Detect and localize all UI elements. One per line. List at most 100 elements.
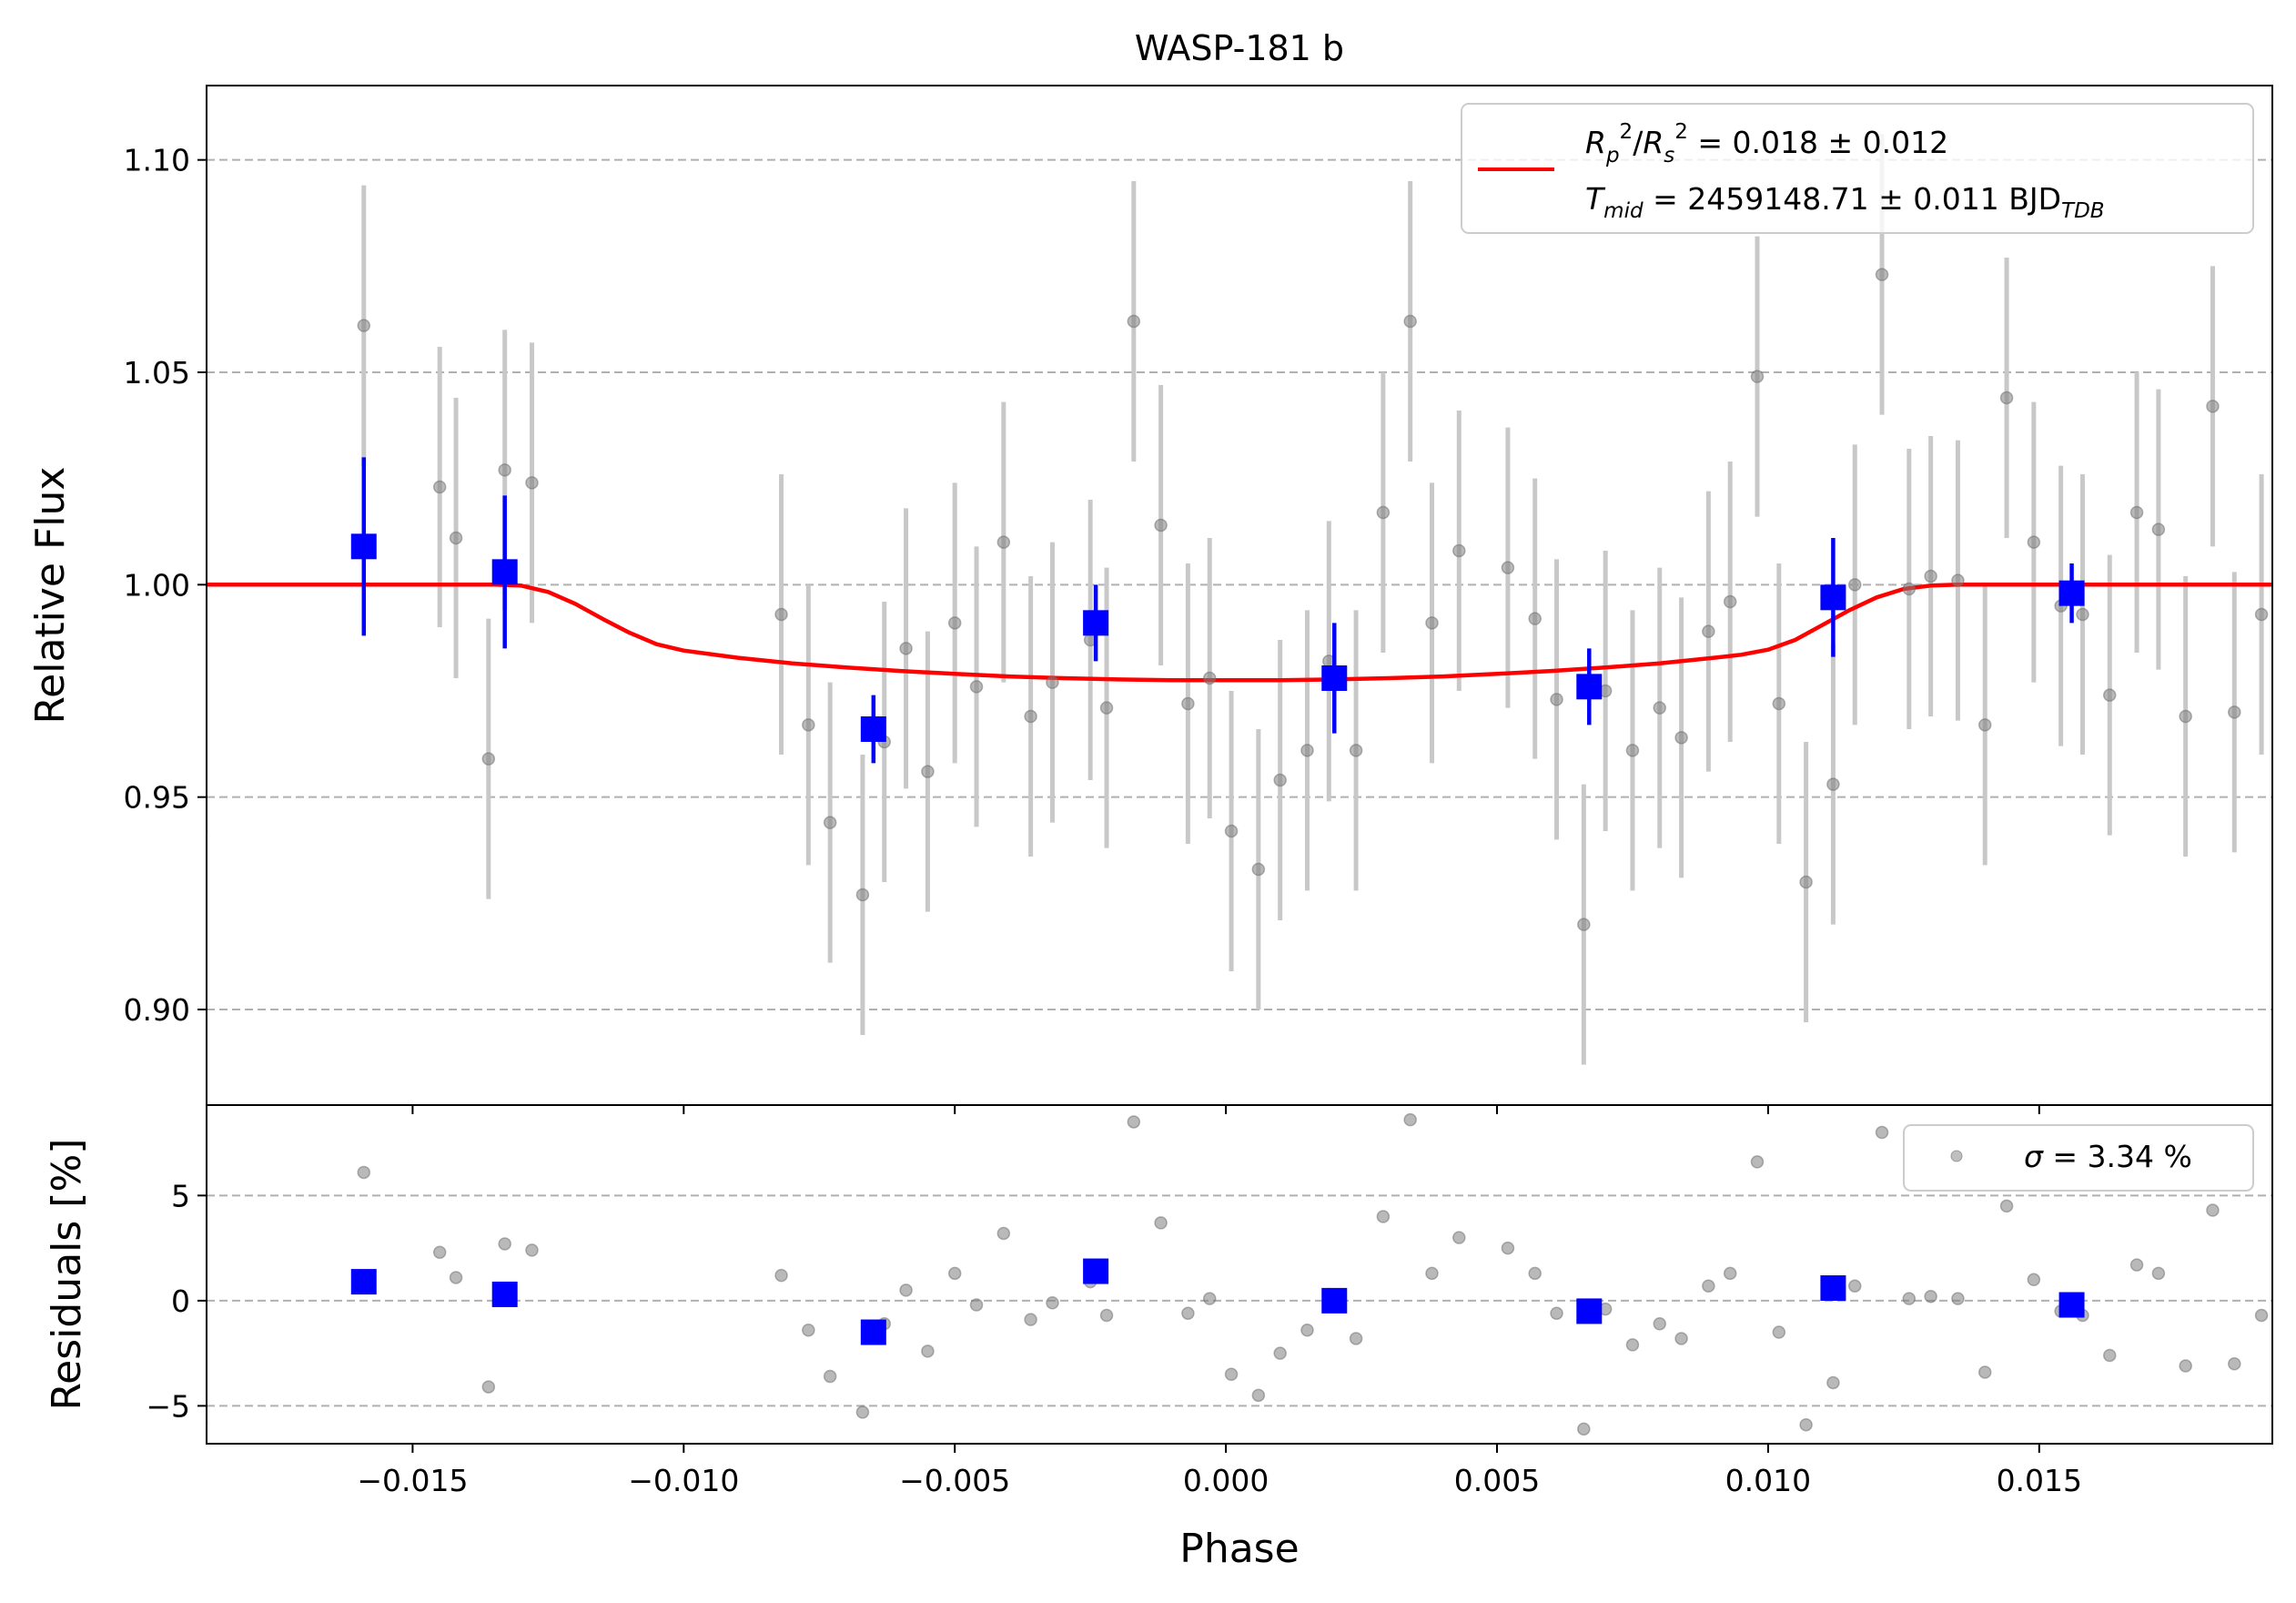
flux-y-axis-label: Relative Flux — [27, 467, 74, 725]
x-tick-label: 0.015 — [1997, 1463, 2082, 1498]
binned-flux-point — [860, 716, 886, 742]
residual-point — [1723, 1266, 1737, 1281]
flux-point — [1224, 824, 1239, 838]
flux-point — [1577, 918, 1591, 931]
binned-flux-point — [1820, 584, 1846, 611]
residual-point — [1847, 1279, 1862, 1293]
residual-points — [207, 1112, 2269, 1436]
binned-residual-point — [350, 1269, 377, 1295]
residual-point — [899, 1283, 913, 1297]
residual-point — [823, 1369, 837, 1384]
flux-point — [802, 718, 815, 732]
transit-model-curve — [207, 583, 2272, 683]
residual-point — [1251, 1388, 1266, 1403]
binned-residual-point — [1820, 1275, 1846, 1302]
flux-points — [207, 268, 2269, 931]
flux-point — [1181, 696, 1195, 711]
residual-point — [1826, 1375, 1840, 1390]
residual-point — [1024, 1313, 1037, 1326]
residual-point — [357, 1165, 371, 1180]
residual-point — [1425, 1266, 1439, 1281]
residual-point — [1577, 1422, 1591, 1436]
legend-sigma-value: = 3.34 % — [2052, 1139, 2191, 1174]
flux-point — [2228, 705, 2241, 719]
x-tick-label: 0.000 — [1183, 1463, 1269, 1498]
residual-point — [432, 1245, 447, 1259]
residuals-panel: −5 0 5 −0.015 −0.010 −0.005 0.000 0.005 0.010 0.… — [44, 1104, 2273, 1572]
flux-point — [1977, 718, 1992, 732]
binned-residual-point — [491, 1281, 518, 1307]
residual-point — [525, 1243, 539, 1257]
flux-point — [357, 319, 371, 332]
x-tick-label: −0.010 — [628, 1463, 739, 1498]
flux-point — [2151, 522, 2166, 536]
residual-point — [921, 1344, 935, 1358]
residual-point — [1750, 1155, 1765, 1169]
flux-point — [1154, 518, 1168, 533]
residual-point — [2103, 1348, 2117, 1363]
residual-point — [2129, 1258, 2144, 1272]
flux-point — [1501, 561, 1515, 574]
binned-residual-point — [1321, 1287, 1348, 1314]
binned-flux-point — [491, 559, 518, 585]
residual-point — [1202, 1292, 1217, 1305]
flux-point — [1403, 314, 1417, 329]
residual-axes-frame — [206, 1104, 2273, 1445]
residual-point — [481, 1380, 496, 1394]
flux-point — [1723, 594, 1737, 609]
flux-point — [1024, 709, 1037, 724]
flux-point — [1999, 391, 2014, 405]
flux-point — [1653, 701, 1666, 715]
flux-point — [2129, 505, 2144, 520]
residual-point — [1224, 1367, 1239, 1382]
flux-point — [481, 752, 496, 766]
residual-point — [1653, 1317, 1666, 1331]
flux-point — [1799, 875, 1813, 889]
residual-point — [947, 1266, 962, 1281]
residual-point — [1099, 1308, 1114, 1323]
residual-point — [2151, 1266, 2166, 1281]
flux-point — [1902, 582, 1917, 596]
flux-point — [1702, 624, 1715, 638]
legend-tmid-subscript: TDB — [2061, 199, 2105, 223]
residual-point — [2206, 1203, 2220, 1217]
flux-point — [1772, 696, 1786, 711]
flux-point — [1847, 578, 1862, 592]
x-tick-label: 0.005 — [1454, 1463, 1540, 1498]
flux-point — [855, 888, 870, 902]
flux-gridlines — [207, 158, 2272, 1010]
residual-point — [1625, 1338, 1640, 1352]
flux-point — [449, 531, 463, 545]
flux-y-tick-label: 1.10 — [124, 143, 190, 178]
x-tick-label: −0.015 — [357, 1463, 468, 1498]
binned-residual-point — [1083, 1258, 1109, 1284]
flux-point — [1273, 773, 1287, 787]
residual-point — [1799, 1417, 1813, 1432]
flux-point — [1924, 569, 1937, 583]
residual-point — [1154, 1216, 1168, 1230]
residual-point — [1924, 1290, 1937, 1304]
flux-point — [1300, 744, 1314, 757]
flux-point — [1251, 862, 1266, 877]
flux-y-tick-label: 1.00 — [124, 567, 190, 603]
flux-point — [1046, 675, 1059, 689]
residual-point — [1349, 1332, 1363, 1345]
residual-x-ticks: −0.015 −0.010 −0.005 0.000 0.005 0.010 0.015 — [357, 1444, 2082, 1498]
flux-point — [947, 616, 962, 630]
residual-point — [1528, 1266, 1542, 1281]
residual-y-tick-label: 5 — [171, 1178, 190, 1213]
residual-point — [802, 1323, 815, 1337]
flux-x-ticks — [411, 1105, 2040, 1114]
flux-panel: 0.90 0.95 1.00 1.05 1.10 Relative Flux Rp2/R… — [27, 85, 2273, 1114]
residual-point — [1452, 1231, 1466, 1244]
residual-legend: σ = 3.34 % — [1903, 1124, 2254, 1192]
residual-y-tick-label: −5 — [146, 1388, 190, 1424]
flux-point — [1349, 744, 1363, 757]
legend-residual-marker — [1950, 1150, 1963, 1162]
flux-point — [1826, 777, 1840, 791]
residual-point — [2254, 1308, 2269, 1323]
flux-point — [2027, 535, 2041, 549]
legend-rprs-value: = 0.018 ± 0.012 — [1697, 125, 1948, 160]
